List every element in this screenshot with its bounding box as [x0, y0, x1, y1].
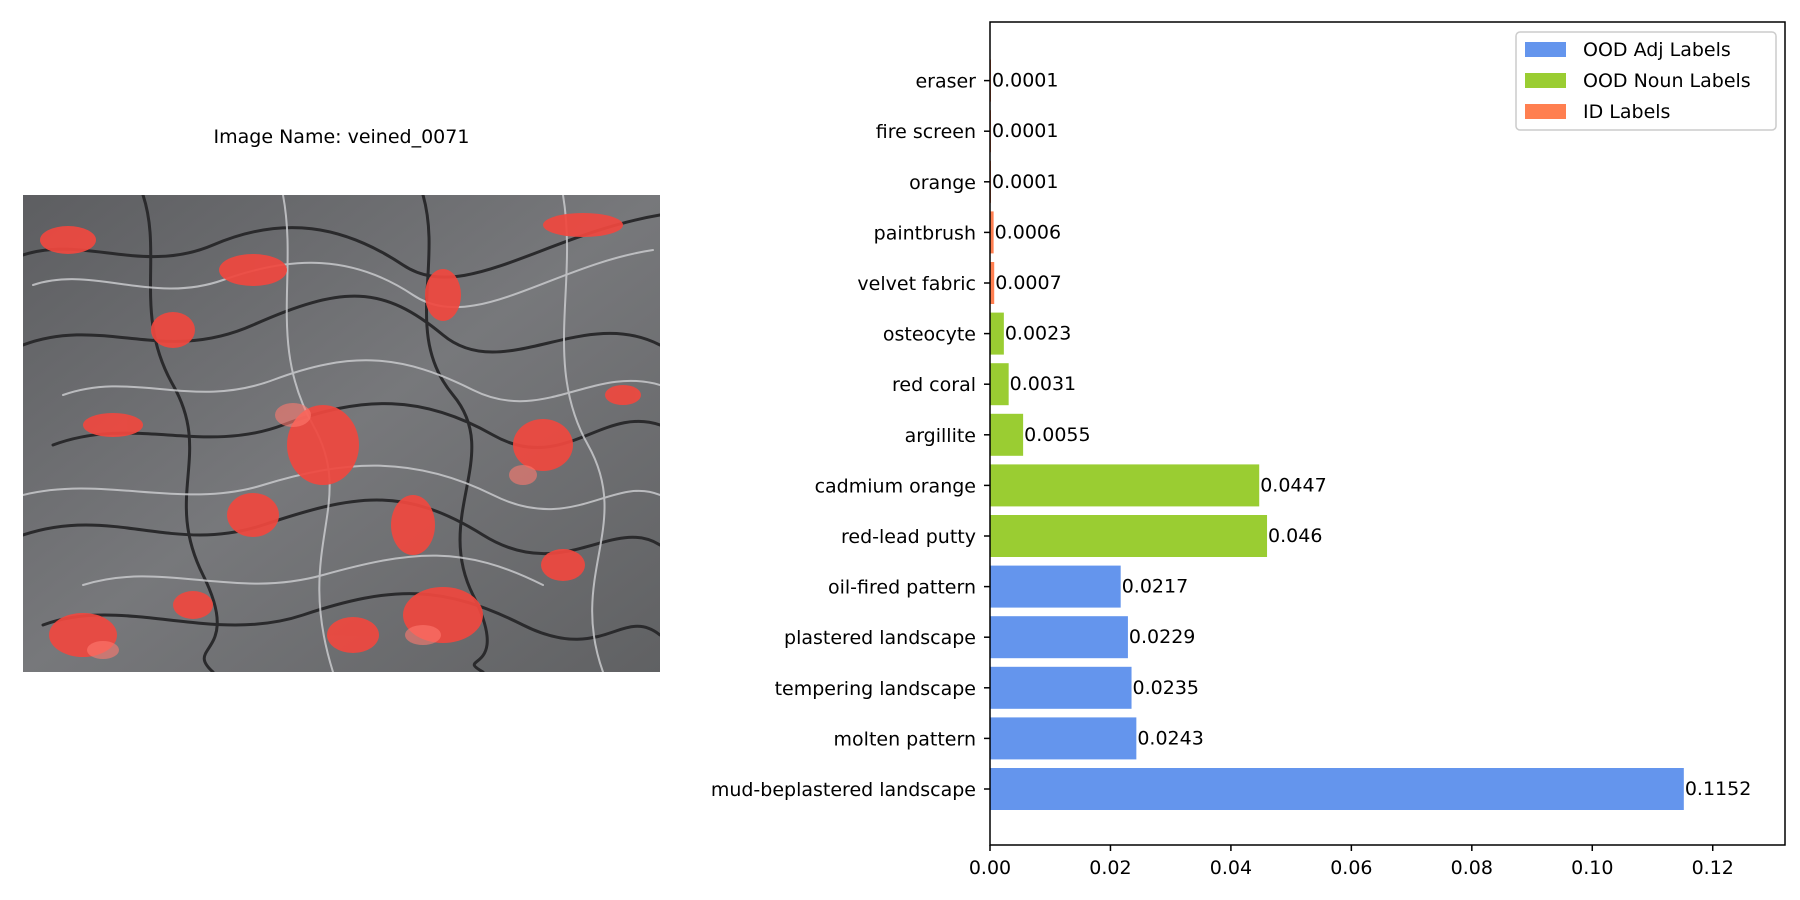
x-tick-label: 0.06 [1330, 857, 1372, 879]
x-tick-label: 0.04 [1210, 857, 1252, 879]
y-tick-label-velvet-fabric: velvet fabric [857, 273, 976, 295]
data-label-oil-fired-pattern: 0.0217 [1122, 576, 1188, 598]
y-tick-label-eraser: eraser [915, 71, 976, 93]
x-tick-label: 0.12 [1692, 857, 1734, 879]
legend-swatch-id [1525, 104, 1566, 119]
y-tick-label-orange: orange [909, 172, 976, 194]
legend-label-ood-noun: OOD Noun Labels [1583, 70, 1751, 92]
bar-osteocyte [990, 312, 1004, 355]
legend-label-id: ID Labels [1583, 101, 1670, 123]
y-tick-label-mud-beplastered-landscape: mud-beplastered landscape [711, 779, 976, 801]
legend-swatch-ood-adj [1525, 42, 1566, 57]
data-label-red-lead-putty: 0.046 [1268, 525, 1322, 547]
legend-swatch-ood-noun [1525, 73, 1566, 88]
bar-paintbrush [990, 211, 994, 254]
bar-molten-pattern [990, 717, 1137, 760]
data-label-red-coral: 0.0031 [1010, 373, 1076, 395]
y-tick-label-red-lead-putty: red-lead putty [841, 526, 976, 548]
data-label-eraser: 0.0001 [992, 70, 1058, 92]
y-tick-label-oil-fired-pattern: oil-fired pattern [828, 577, 976, 599]
bar-oil-fired-pattern [990, 565, 1121, 608]
data-label-mud-beplastered-landscape: 0.1152 [1685, 778, 1751, 800]
legend: OOD Adj Labels OOD Noun Labels ID Labels [1515, 31, 1777, 131]
bars [990, 59, 1684, 810]
x-tick-label: 0.08 [1451, 857, 1493, 879]
x-tick-label: 0.10 [1571, 857, 1613, 879]
y-tick-label-argillite: argillite [905, 425, 976, 447]
data-label-velvet-fabric: 0.0007 [995, 272, 1061, 294]
y-tick-label-fire-screen: fire screen [876, 121, 976, 143]
bar-tempering-landscape [990, 666, 1132, 709]
data-label-argillite: 0.0055 [1024, 424, 1090, 446]
y-tick-label-osteocyte: osteocyte [883, 324, 976, 346]
texture-photo [23, 195, 660, 672]
data-label-tempering-landscape: 0.0235 [1133, 677, 1199, 699]
x-tick-label: 0.00 [969, 857, 1011, 879]
x-axis-ticks: 0.00 0.02 0.04 0.06 0.08 0.10 0.12 [969, 845, 1734, 879]
image-name-title: Image Name: veined_0071 [213, 126, 470, 148]
bar-red-lead-putty [990, 515, 1268, 557]
data-label-molten-pattern: 0.0243 [1137, 727, 1203, 749]
data-label-paintbrush: 0.0006 [995, 221, 1061, 243]
category-labels: mud-beplastered landscape molten pattern t… [711, 71, 990, 801]
bar-velvet-fabric [990, 262, 995, 304]
y-tick-label-red-coral: red coral [892, 374, 976, 396]
data-label-orange: 0.0001 [992, 171, 1058, 193]
bar-mud-beplastered-landscape [990, 768, 1684, 810]
bar-cadmium-orange [990, 464, 1260, 507]
x-tick-label: 0.02 [1089, 857, 1131, 879]
y-tick-label-molten-pattern: molten pattern [834, 728, 976, 750]
legend-box [1515, 31, 1777, 131]
data-label-osteocyte: 0.0023 [1005, 323, 1071, 345]
bar-argillite [990, 413, 1024, 456]
bar-red-coral [990, 363, 1009, 406]
y-tick-label-cadmium-orange: cadmium orange [815, 475, 976, 497]
bar-plastered-landscape [990, 616, 1128, 659]
data-labels: 0.1152 0.0243 0.0235 0.0229 0.0217 0.046 0.044… [992, 70, 1751, 800]
plot-frame [989, 21, 1786, 846]
data-label-cadmium-orange: 0.0447 [1260, 474, 1326, 496]
y-tick-label-paintbrush: paintbrush [874, 222, 976, 244]
texture-photo-art [23, 195, 660, 672]
data-label-fire-screen: 0.0001 [992, 120, 1058, 142]
y-tick-label-plastered-landscape: plastered landscape [784, 627, 976, 649]
y-tick-label-tempering-landscape: tempering landscape [775, 678, 976, 700]
data-label-plastered-landscape: 0.0229 [1129, 626, 1195, 648]
legend-label-ood-adj: OOD Adj Labels [1583, 39, 1731, 61]
